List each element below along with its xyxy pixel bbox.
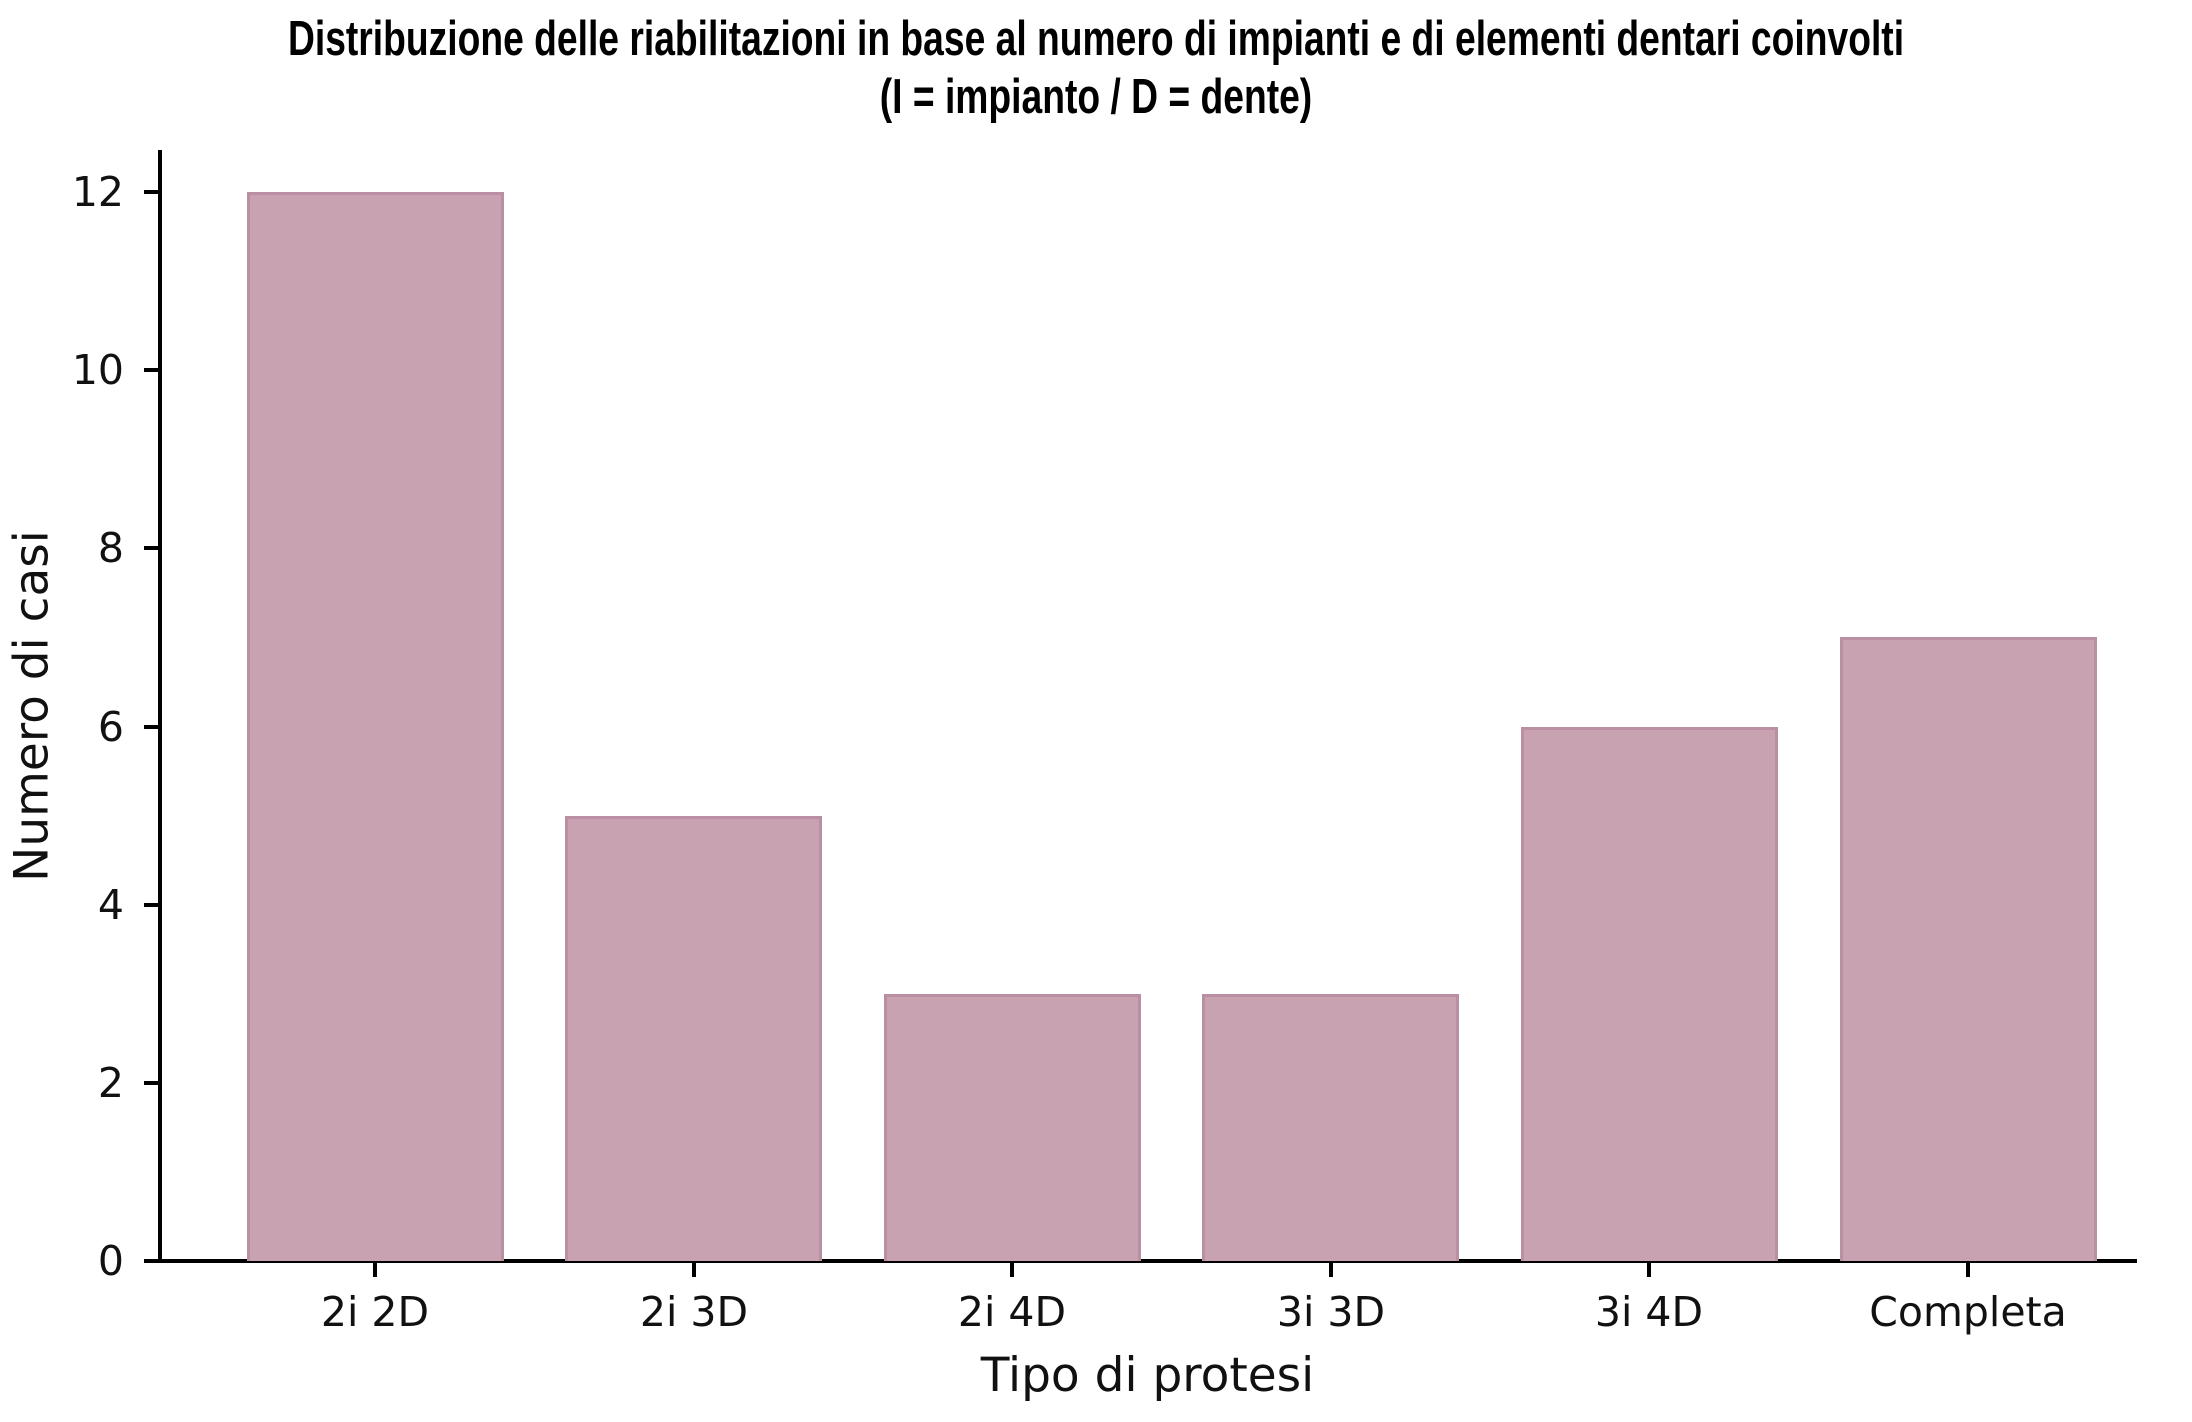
bar-2i-4d bbox=[884, 994, 1141, 1261]
chart-title-line-1: Distribuzione delle riabilitazioni in ba… bbox=[287, 12, 1905, 66]
y-tick-label-4: 4 bbox=[97, 881, 124, 929]
x-tick-mark-2i-3d bbox=[692, 1263, 696, 1277]
x-tick-label-3i-4d: 3i 4D bbox=[1594, 1288, 1704, 1336]
x-tick-mark-2i-4d bbox=[1010, 1263, 1014, 1277]
y-tick-mark-0 bbox=[144, 1259, 158, 1263]
y-tick-mark-6 bbox=[144, 725, 158, 729]
x-axis-spine bbox=[158, 1259, 2137, 1263]
x-tick-mark-2i-2d bbox=[373, 1263, 377, 1277]
x-tick-mark-3i-3d bbox=[1329, 1263, 1333, 1277]
chart-title: Distribuzione delle riabilitazioni in ba… bbox=[0, 10, 2192, 126]
y-tick-mark-4 bbox=[144, 903, 158, 907]
y-tick-label-10: 10 bbox=[71, 346, 124, 394]
bar-3i-4d bbox=[1521, 727, 1778, 1261]
y-tick-label-6: 6 bbox=[97, 703, 124, 751]
x-tick-label-2i-4d: 2i 4D bbox=[957, 1288, 1067, 1336]
bar-2i-2d bbox=[247, 192, 504, 1261]
x-tick-label-2i-2d: 2i 2D bbox=[320, 1288, 430, 1336]
bar-completa bbox=[1840, 637, 2097, 1261]
x-axis-label: Tipo di protesi bbox=[980, 1348, 1315, 1403]
y-tick-mark-8 bbox=[144, 546, 158, 550]
bar-2i-3d bbox=[565, 816, 822, 1261]
x-tick-label-2i-3d: 2i 3D bbox=[639, 1288, 749, 1336]
x-tick-mark-3i-4d bbox=[1647, 1263, 1651, 1277]
x-tick-mark-completa bbox=[1966, 1263, 1970, 1277]
y-tick-label-0: 0 bbox=[97, 1237, 124, 1285]
chart-title-line-2: (I = impianto / D = dente) bbox=[879, 70, 1313, 124]
y-tick-mark-2 bbox=[144, 1081, 158, 1085]
y-tick-mark-12 bbox=[144, 190, 158, 194]
plot-area: 0 2 4 6 8 10 12 2i 2D 2i 3D 2i 4D 3i 3D 3i 4D Compl… bbox=[5, 150, 2137, 1403]
y-tick-label-2: 2 bbox=[97, 1059, 124, 1107]
y-tick-mark-10 bbox=[144, 368, 158, 372]
x-tick-label-completa: Completa bbox=[1869, 1288, 2067, 1336]
x-tick-label-3i-3d: 3i 3D bbox=[1276, 1288, 1386, 1336]
bar-3i-3d bbox=[1202, 994, 1459, 1261]
y-tick-label-8: 8 bbox=[97, 524, 124, 572]
y-tick-label-12: 12 bbox=[71, 168, 124, 216]
y-axis-label: Numero di casi bbox=[4, 530, 60, 882]
y-axis-spine bbox=[158, 150, 162, 1263]
